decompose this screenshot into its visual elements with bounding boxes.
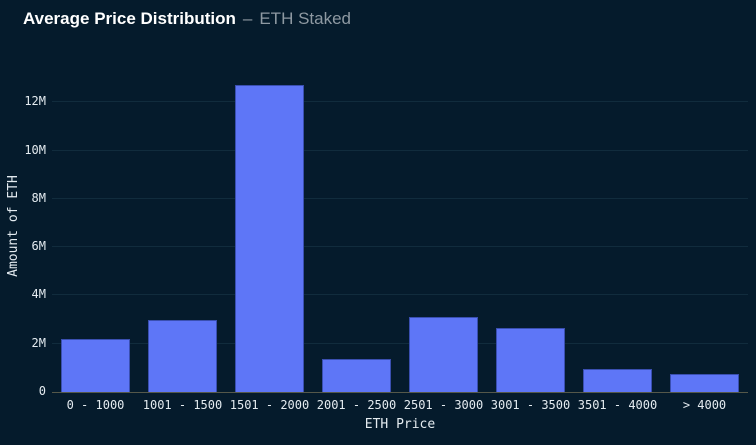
bar-slot bbox=[313, 60, 400, 392]
x-axis-label: ETH Price bbox=[364, 417, 436, 432]
y-tick-label: 0 bbox=[38, 384, 46, 398]
gridline bbox=[52, 342, 748, 344]
chart-title-separator: – bbox=[242, 9, 253, 28]
bar-slot bbox=[574, 60, 661, 392]
x-tick-label: 1001 - 1500 bbox=[142, 398, 223, 412]
y-tick-label: 8M bbox=[31, 190, 46, 205]
x-tick-label: 2501 - 3000 bbox=[403, 398, 484, 412]
bar-slot bbox=[139, 60, 226, 392]
chart-header: Average Price Distribution – ETH Staked bbox=[23, 9, 351, 29]
bar bbox=[147, 319, 218, 392]
gridline bbox=[52, 197, 748, 199]
x-tick-label: > 4000 bbox=[682, 398, 727, 412]
bar bbox=[495, 328, 566, 392]
gridline bbox=[52, 149, 748, 151]
bar bbox=[60, 338, 131, 392]
bar bbox=[321, 359, 392, 392]
x-tick-label: 3501 - 4000 bbox=[577, 398, 658, 412]
chart-title: Average Price Distribution bbox=[23, 9, 236, 28]
y-tick-label: 4M bbox=[31, 287, 46, 302]
bar-slot bbox=[226, 60, 313, 392]
plot-area bbox=[52, 60, 748, 393]
x-tick-label: 1501 - 2000 bbox=[229, 398, 310, 412]
bar-slot bbox=[661, 60, 748, 392]
y-tick-label: 6M bbox=[31, 239, 46, 254]
bar bbox=[408, 317, 479, 392]
chart-subtitle: ETH Staked bbox=[259, 9, 351, 28]
x-tick-label: 2001 - 2500 bbox=[316, 398, 397, 412]
y-tick-label: 2M bbox=[31, 335, 46, 350]
bar bbox=[234, 85, 305, 392]
bar-slot bbox=[400, 60, 487, 392]
x-tick-label: 0 - 1000 bbox=[66, 398, 125, 412]
bar bbox=[582, 369, 653, 392]
bars-container bbox=[52, 60, 748, 392]
bar-slot bbox=[487, 60, 574, 392]
x-tick-labels: 0 - 1000 1001 - 1500 1501 - 2000 2001 - 250… bbox=[52, 398, 748, 412]
x-tick-label: 3001 - 3500 bbox=[490, 398, 571, 412]
y-tick-label: 10M bbox=[24, 142, 46, 157]
gridline bbox=[52, 101, 748, 103]
y-tick-label: 12M bbox=[24, 94, 46, 109]
bar-slot bbox=[52, 60, 139, 392]
gridline bbox=[52, 246, 748, 248]
gridline bbox=[52, 294, 748, 296]
bar bbox=[669, 373, 740, 392]
y-tick-labels: 0 2M 4M 6M 8M 10M 12M bbox=[0, 60, 46, 398]
